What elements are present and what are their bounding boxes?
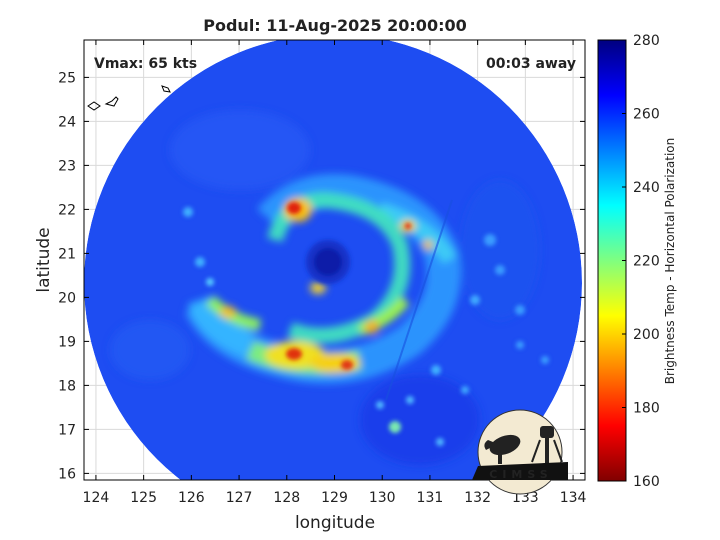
- colorbar-tick-label: 260: [633, 107, 660, 123]
- colorbar-tick-label: 160: [633, 474, 660, 490]
- colorbar-tick-label: 200: [633, 327, 660, 343]
- y-axis-label: latitude: [34, 227, 54, 292]
- x-tick-label: 129: [321, 490, 348, 506]
- cimss-logo: CIMSS: [472, 409, 568, 495]
- island-outline: [87, 101, 101, 111]
- island-outline: [161, 85, 171, 93]
- y-tick-label: 21: [58, 246, 76, 262]
- vmax-label: Vmax: 65 kts: [94, 56, 197, 72]
- x-tick-label: 125: [130, 490, 157, 506]
- x-tick-label: 126: [178, 490, 205, 506]
- y-tick-label: 24: [58, 114, 76, 130]
- y-tick-label: 22: [58, 202, 76, 218]
- colorbar-tick-label: 240: [633, 180, 660, 196]
- colorbar-gradient: [597, 39, 627, 482]
- figure-title: Podul: 11-Aug-2025 20:00:00: [203, 16, 466, 35]
- colorbar-label: Brightness Temp - Horizontal Polarizatio…: [663, 138, 677, 385]
- colorbar-ticks: 160 180 200 220 240 260 280: [622, 33, 660, 490]
- y-tick-label: 25: [58, 70, 76, 86]
- y-tick-label: 23: [58, 158, 76, 174]
- y-tick-label: 18: [58, 378, 76, 394]
- axis-ticks: 124 125 126 127 128 129 130 131 132 133 1341617181…: [58, 40, 587, 506]
- y-tick-label: 17: [58, 422, 76, 438]
- microwave-swath: [84, 40, 582, 480]
- x-axis-label: longitude: [295, 513, 375, 533]
- x-tick-label: 130: [369, 490, 396, 506]
- colorbar-tick-label: 180: [633, 401, 660, 417]
- logo-text: CIMSS: [489, 468, 552, 481]
- x-tick-label: 127: [226, 490, 253, 506]
- time-away-label: 00:03 away: [486, 56, 576, 72]
- island-outlines: [87, 85, 171, 111]
- x-tick-label: 134: [560, 490, 587, 506]
- x-tick-label: 124: [83, 490, 110, 506]
- colorbar-tick-label: 220: [633, 254, 660, 270]
- y-tick-label: 19: [58, 334, 76, 350]
- island-outline: [104, 96, 119, 107]
- colorbar: 160 180 200 220 240 260 280 Brightness Temp - …: [597, 33, 677, 490]
- x-tick-label: 132: [464, 490, 491, 506]
- x-tick-label: 128: [273, 490, 300, 506]
- x-tick-label: 131: [417, 490, 444, 506]
- y-tick-label: 16: [58, 466, 76, 482]
- y-tick-label: 20: [58, 290, 76, 306]
- colorbar-tick-label: 280: [633, 33, 660, 49]
